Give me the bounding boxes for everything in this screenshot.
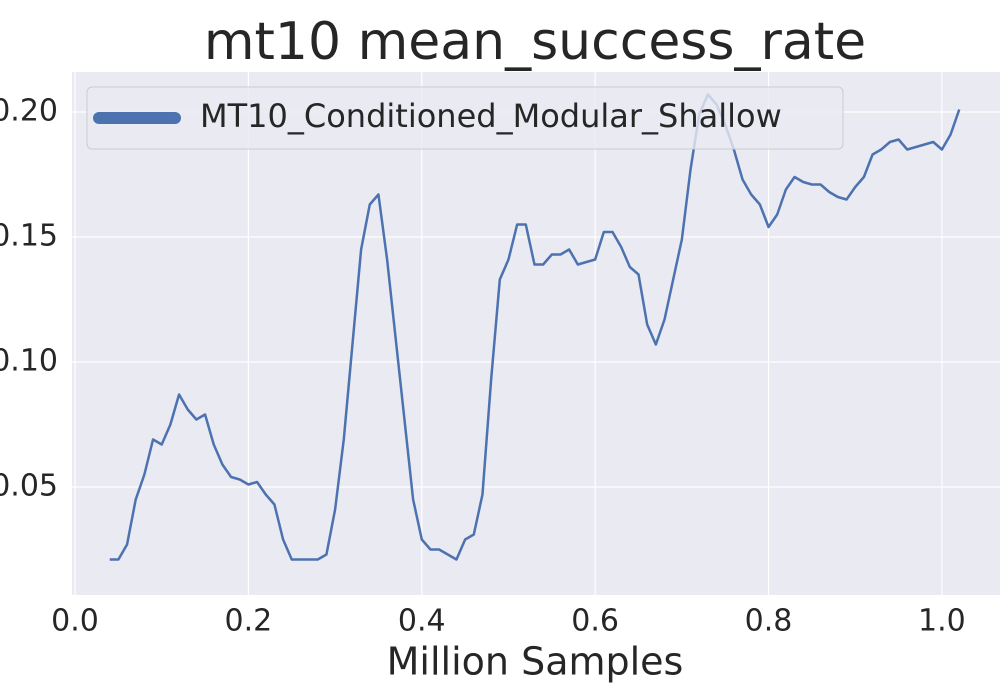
x-tick-label: 0.8: [745, 604, 793, 639]
y-tick-label: 0.20: [0, 94, 58, 129]
x-tick-label: 0.2: [225, 604, 273, 639]
chart-title: mt10 mean_success_rate: [204, 12, 866, 72]
data-line: [109, 93, 961, 561]
y-tick-label: 0.15: [0, 219, 58, 254]
x-tick-label: 0.6: [571, 604, 619, 639]
plot-area: [72, 72, 1000, 595]
legend-label: MT10_Conditioned_Modular_Shallow: [200, 97, 782, 135]
legend-box: [86, 86, 844, 150]
x-tick-label: 1.0: [918, 604, 966, 639]
x-tick-label: 0.4: [398, 604, 446, 639]
x-axis-label: Million Samples: [387, 640, 684, 684]
y-tick-label: 0.05: [0, 469, 58, 504]
x-tick-label: 0.0: [51, 604, 99, 639]
y-tick-label: 0.10: [0, 344, 58, 379]
